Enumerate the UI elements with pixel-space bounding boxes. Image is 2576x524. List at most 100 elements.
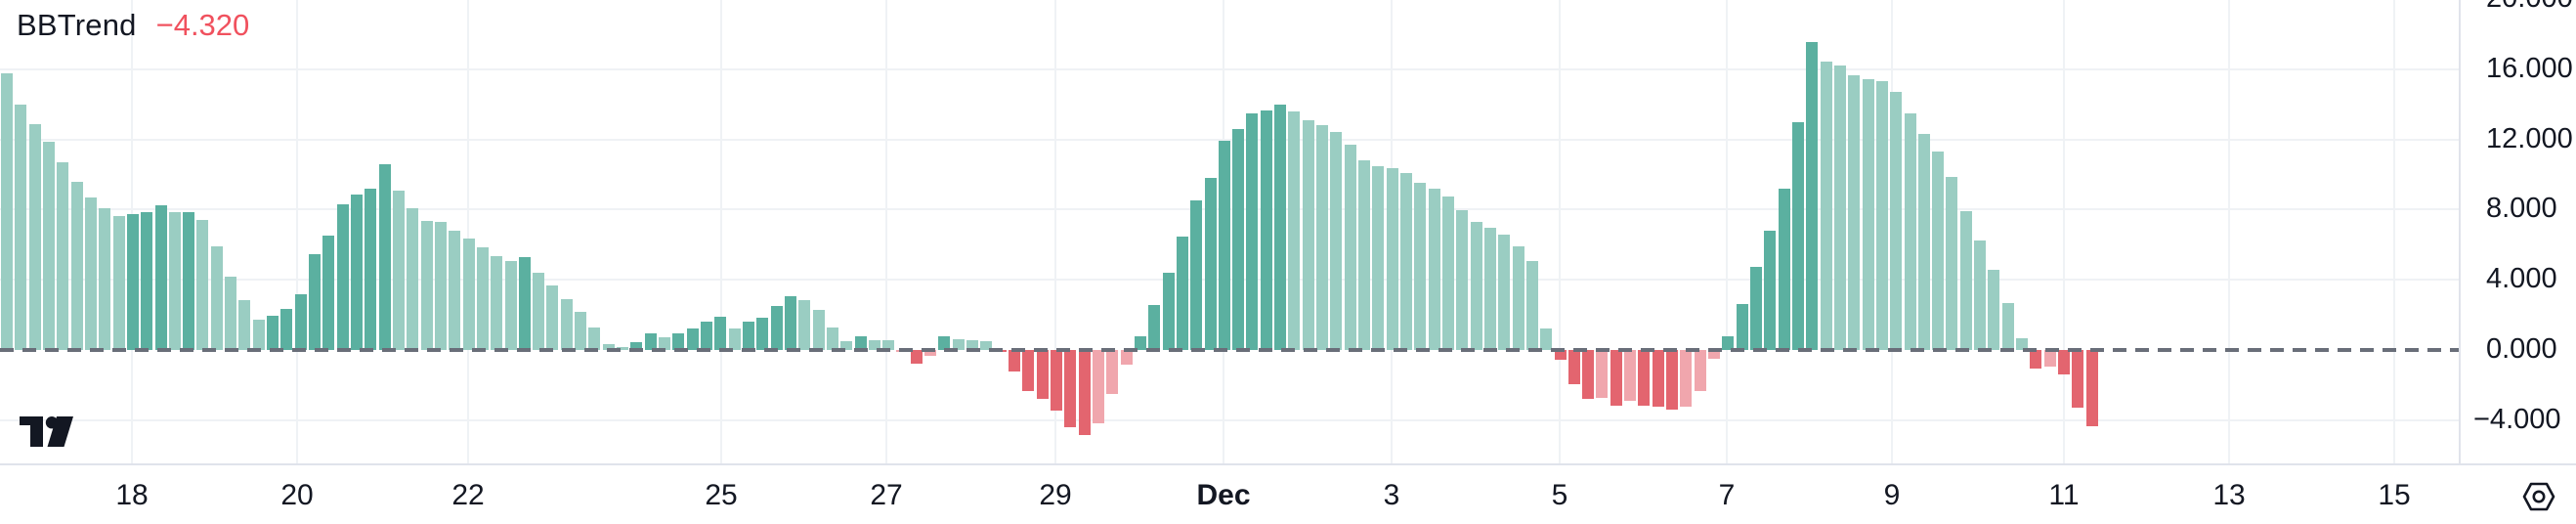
histogram-bar — [225, 276, 237, 350]
histogram-bar — [1666, 350, 1679, 411]
histogram-bar — [1904, 113, 1916, 350]
histogram-bar — [1316, 125, 1329, 350]
histogram-bar — [630, 341, 643, 350]
histogram-bar — [504, 260, 517, 350]
histogram-bar — [602, 344, 615, 350]
histogram-bar — [1638, 350, 1651, 407]
histogram-bar — [1652, 350, 1664, 407]
histogram-bar — [449, 230, 461, 350]
histogram-bar — [756, 317, 769, 350]
histogram-bar — [1260, 109, 1272, 350]
time-axis-label: 9 — [1883, 479, 1901, 511]
histogram-bar — [168, 211, 181, 350]
histogram-bar — [141, 211, 153, 350]
histogram-bar — [868, 340, 880, 350]
histogram-bar — [1917, 133, 1930, 350]
histogram-bar — [812, 309, 825, 350]
histogram-bar — [910, 350, 923, 364]
histogram-bar — [1288, 111, 1301, 350]
histogram-bar — [1386, 167, 1398, 350]
histogram-bar — [784, 295, 796, 350]
histogram-bar — [1512, 245, 1524, 350]
histogram-bar — [1875, 80, 1888, 350]
histogram-bar — [407, 208, 419, 350]
histogram-bar — [952, 338, 965, 350]
histogram-bar — [1596, 350, 1609, 398]
price-scale-settings-button[interactable] — [2522, 481, 2555, 512]
histogram-bar — [2001, 303, 2014, 350]
vertical-gridline — [885, 0, 887, 463]
histogram-bar — [1806, 41, 1819, 350]
vertical-gridline — [720, 0, 722, 463]
histogram-bar — [518, 256, 531, 350]
histogram-bar — [309, 253, 322, 350]
histogram-bar — [378, 163, 391, 350]
horizontal-gridline — [0, 418, 2459, 421]
histogram-bar — [1722, 335, 1735, 350]
histogram-bar — [1988, 269, 2000, 350]
histogram-bar — [742, 322, 754, 350]
histogram-bar — [1344, 145, 1356, 350]
histogram-bar — [588, 328, 601, 350]
time-axis[interactable]: 18 20 22 25 27 29 Dec 3 5 7 9 11 13 15 — [0, 463, 2576, 524]
time-axis-label: 22 — [451, 479, 485, 511]
histogram-bar — [183, 212, 195, 350]
vertical-gridline — [296, 0, 298, 463]
price-axis-label: 20.000 — [2486, 0, 2573, 15]
time-axis-label: 13 — [2212, 479, 2246, 511]
histogram-bar — [1694, 350, 1706, 391]
histogram-bar — [1680, 350, 1693, 407]
histogram-bar — [1820, 62, 1832, 350]
histogram-bar — [575, 312, 587, 350]
histogram-bar — [980, 341, 993, 350]
histogram-bar — [1302, 119, 1314, 350]
histogram-bar — [1554, 350, 1567, 361]
time-axis-label: 7 — [1718, 479, 1736, 511]
histogram-bar — [1078, 350, 1091, 436]
histogram-bar — [533, 273, 545, 350]
histogram-bar — [924, 350, 937, 356]
histogram-bar — [714, 317, 727, 350]
histogram-bar — [686, 328, 699, 350]
histogram-bar — [280, 308, 293, 350]
tradingview-logo[interactable] — [20, 416, 74, 452]
vertical-gridline — [1054, 0, 1056, 463]
histogram-bar — [854, 336, 867, 350]
histogram-bar — [1190, 200, 1203, 350]
histogram-bar — [1274, 104, 1287, 350]
price-axis-label: 16.000 — [2486, 52, 2573, 84]
histogram-bar — [42, 141, 55, 350]
histogram-bar — [112, 216, 125, 350]
histogram-bar — [2030, 350, 2042, 369]
time-axis-label: 15 — [2378, 479, 2411, 511]
histogram-bar — [882, 340, 895, 350]
histogram-bar — [365, 189, 377, 350]
histogram-bar — [1022, 350, 1035, 391]
histogram-bar — [1246, 113, 1259, 350]
histogram-bar — [252, 319, 265, 350]
time-axis-label-month: Dec — [1196, 479, 1251, 511]
histogram-bar — [294, 293, 307, 350]
price-axis[interactable]: 20.000 16.000 12.000 8.000 4.000 0.000 −4.000 — [2459, 0, 2576, 524]
time-axis-label: 18 — [115, 479, 149, 511]
histogram-bar — [322, 235, 335, 350]
histogram-bar — [1456, 209, 1469, 350]
histogram-bar — [560, 298, 573, 350]
histogram-bar — [1483, 227, 1496, 350]
indicator-value: −4.320 — [155, 8, 250, 42]
plot-area[interactable]: BBTrend −4.320 — [0, 0, 2459, 463]
price-scale-settings-hexagon-icon — [2522, 482, 2555, 511]
histogram-bar — [1974, 240, 1987, 350]
histogram-bar — [420, 221, 433, 350]
vertical-gridline — [467, 0, 469, 463]
histogram-bar — [728, 328, 741, 350]
histogram-bar — [1470, 221, 1482, 350]
histogram-bar — [1932, 151, 1945, 350]
histogram-bar — [2043, 350, 2056, 368]
horizontal-gridline — [0, 138, 2459, 141]
time-axis-label: 29 — [1039, 479, 1072, 511]
histogram-bar — [1441, 196, 1454, 350]
vertical-gridline — [1559, 0, 1561, 463]
histogram-bar — [1946, 176, 1958, 350]
